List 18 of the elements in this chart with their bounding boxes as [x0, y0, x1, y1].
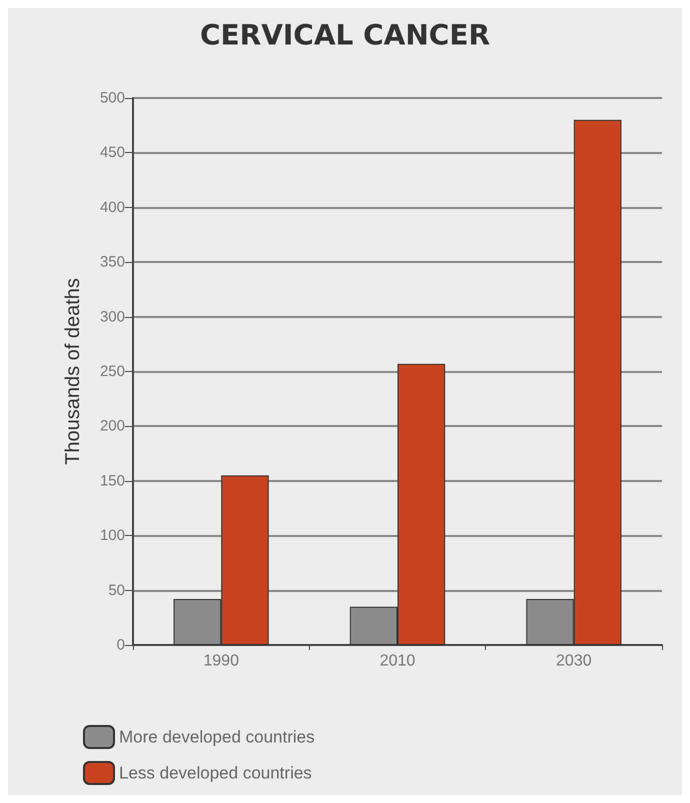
y-tick-label: 400: [100, 198, 125, 216]
legend-label: Less developed countries: [119, 764, 312, 782]
y-tick-label: 150: [100, 472, 125, 490]
x-tick-label: 2010: [380, 652, 416, 670]
y-tick-label: 500: [100, 90, 125, 106]
chart-title: CERVICAL CANCER: [200, 18, 490, 52]
y-tick-label: 200: [100, 418, 125, 435]
y-tick-label: 350: [100, 254, 125, 271]
y-tick-label: 250: [100, 363, 125, 380]
y-axis-title: Thousands of deaths: [62, 278, 84, 465]
x-tick-label: 1990: [203, 652, 240, 670]
y-tick-label: 450: [100, 144, 125, 162]
y-tick-label: 50: [108, 582, 125, 599]
y-tick-label: 0: [116, 636, 125, 654]
y-tick-label: 300: [100, 308, 125, 326]
x-tick-label: 2030: [556, 652, 592, 670]
y-tick-label: 100: [100, 527, 125, 544]
legend-label: More developed countries: [119, 728, 315, 746]
